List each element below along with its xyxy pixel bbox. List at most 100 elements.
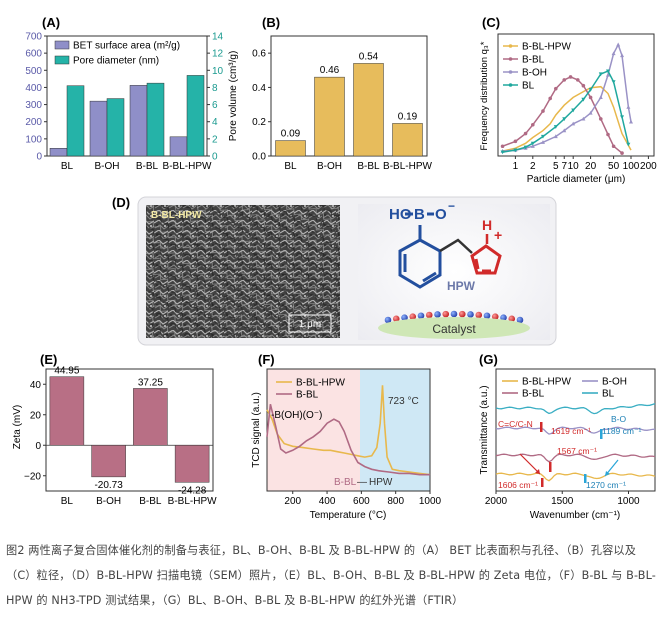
data-point xyxy=(553,134,558,139)
tick-label: 200 xyxy=(25,117,42,128)
scheme-catalyst: Catalyst xyxy=(432,322,476,336)
legend-swatch-pore xyxy=(54,55,70,65)
data-label: 0.19 xyxy=(398,111,418,122)
tick-label: 20 xyxy=(585,161,597,172)
data-point xyxy=(562,128,567,133)
tick-label: 1000 xyxy=(617,496,640,507)
tick-label: 10 xyxy=(212,66,224,77)
data-point xyxy=(500,150,505,155)
panel-c-legend: B-BL-HPW B-BL B-OH BL xyxy=(503,42,571,92)
peak-markers xyxy=(519,422,619,487)
bar xyxy=(314,76,345,157)
legend-marker xyxy=(508,44,513,48)
data-point xyxy=(500,144,505,149)
panel-a-legend: BET surface area (m²/g) Pore diameter (n… xyxy=(54,41,180,67)
data-point xyxy=(598,72,603,77)
bar-pore xyxy=(66,85,85,157)
particle xyxy=(392,315,400,323)
tick-label: 0 xyxy=(36,152,42,163)
x-tick-label: B-OH xyxy=(96,496,121,507)
panel-b: (B) 0.0 0.2 0.4 0.6 0.09 0.46 0.54 0.19 BL B-OH… xyxy=(228,15,433,172)
particle xyxy=(500,314,507,322)
tick-label: 1 xyxy=(513,161,519,172)
tick-label: 1000 xyxy=(419,496,442,507)
annot-peak: 723 °C xyxy=(388,396,419,407)
tick-label: 600 xyxy=(353,496,370,507)
tick-label: 2 xyxy=(212,134,218,145)
x-tick-label: BL xyxy=(284,161,297,172)
bar xyxy=(49,376,85,446)
panel-c: (C) Frequency distribution q₃* 1 2 5 7 10 20 5… xyxy=(479,15,657,185)
legend-label: B-BL-HPW xyxy=(296,378,345,389)
tick-label: 0.2 xyxy=(252,117,266,128)
panel-f-label: (F) xyxy=(258,352,275,367)
particle xyxy=(516,316,524,324)
data-point xyxy=(568,75,573,79)
data-point xyxy=(581,116,586,121)
data-point xyxy=(620,151,624,155)
catalyst-scheme: HO B O − H + HPW Catalyst xyxy=(358,199,550,340)
bar-pore xyxy=(106,98,125,157)
data-point xyxy=(513,148,518,153)
x-tick-label: B-BL-HPW xyxy=(383,161,432,172)
pyrrole-ring xyxy=(470,244,502,275)
data-point xyxy=(540,140,545,144)
tick-label: 400 xyxy=(25,83,42,94)
tick-label: 7 xyxy=(561,161,567,172)
ch2-linker xyxy=(439,238,473,254)
x-tick-label: BL xyxy=(61,496,74,507)
x-tick-label: B-BL xyxy=(139,496,162,507)
data-point xyxy=(581,83,586,88)
panel-d: (D) B-BL-HPW 1 μm HO B O − xyxy=(112,195,557,346)
tick-label: 14 xyxy=(212,32,224,43)
data-label: 37.25 xyxy=(138,377,163,388)
annot-1189: 1189 cm⁻¹ xyxy=(602,426,641,436)
data-point xyxy=(605,69,610,74)
data-label: 0.09 xyxy=(281,129,301,140)
data-point xyxy=(626,105,631,109)
legend-label: B-BL-HPW xyxy=(522,42,571,53)
panel-b-y-axis: 0.0 0.2 0.4 0.6 xyxy=(252,49,271,163)
data-point xyxy=(611,51,616,56)
panel-e-label: (E) xyxy=(40,352,57,367)
tick-label: 700 xyxy=(25,32,42,43)
legend-label: B-BL-HPW xyxy=(522,377,571,388)
x-tick-label: B-OH xyxy=(317,161,342,172)
tick-label: 20 xyxy=(30,410,42,421)
legend-label: B-BL xyxy=(296,390,319,401)
tick-label: 2 xyxy=(530,161,536,172)
legend-label: B-BL xyxy=(522,389,545,400)
bar-pore xyxy=(146,82,165,157)
data-point xyxy=(523,145,528,150)
series-line-b-bl xyxy=(502,76,623,154)
data-point xyxy=(605,72,610,77)
tick-label: 2000 xyxy=(485,496,508,507)
legend-label: B-BL xyxy=(522,55,545,66)
legend-marker xyxy=(508,70,513,74)
bar xyxy=(392,123,423,157)
tick-label: 0 xyxy=(212,152,218,163)
tick-label: 0.4 xyxy=(252,83,266,94)
x-tick-label: B-BL-HPW xyxy=(163,161,212,172)
data-point xyxy=(571,108,576,113)
data-point xyxy=(606,132,610,137)
x-tick-label: BL xyxy=(61,161,74,172)
data-point xyxy=(628,119,633,124)
data-point xyxy=(598,117,603,121)
panel-g: (G) B-BL-HPW B-OH B-BL BL 2000 1500 1000 Tran… xyxy=(479,352,656,521)
panel-d-label: (D) xyxy=(112,195,130,210)
tick-label: 100 xyxy=(623,161,640,172)
data-point xyxy=(562,117,567,122)
data-label: 0.54 xyxy=(359,51,379,62)
panel-c-xlabel: Particle diameter (μm) xyxy=(527,174,626,185)
panel-g-x-axis: 2000 1500 1000 xyxy=(485,491,640,507)
tick-label: 800 xyxy=(387,496,404,507)
panel-f-x-axis: 200 400 600 800 1000 xyxy=(284,491,442,507)
data-point xyxy=(626,142,631,147)
tick-label: 0.6 xyxy=(252,49,266,60)
bar-bet xyxy=(129,85,148,157)
data-point xyxy=(620,115,625,120)
tick-label: 600 xyxy=(25,49,42,60)
annot-bo: B-O xyxy=(611,414,627,424)
particle xyxy=(491,313,499,320)
